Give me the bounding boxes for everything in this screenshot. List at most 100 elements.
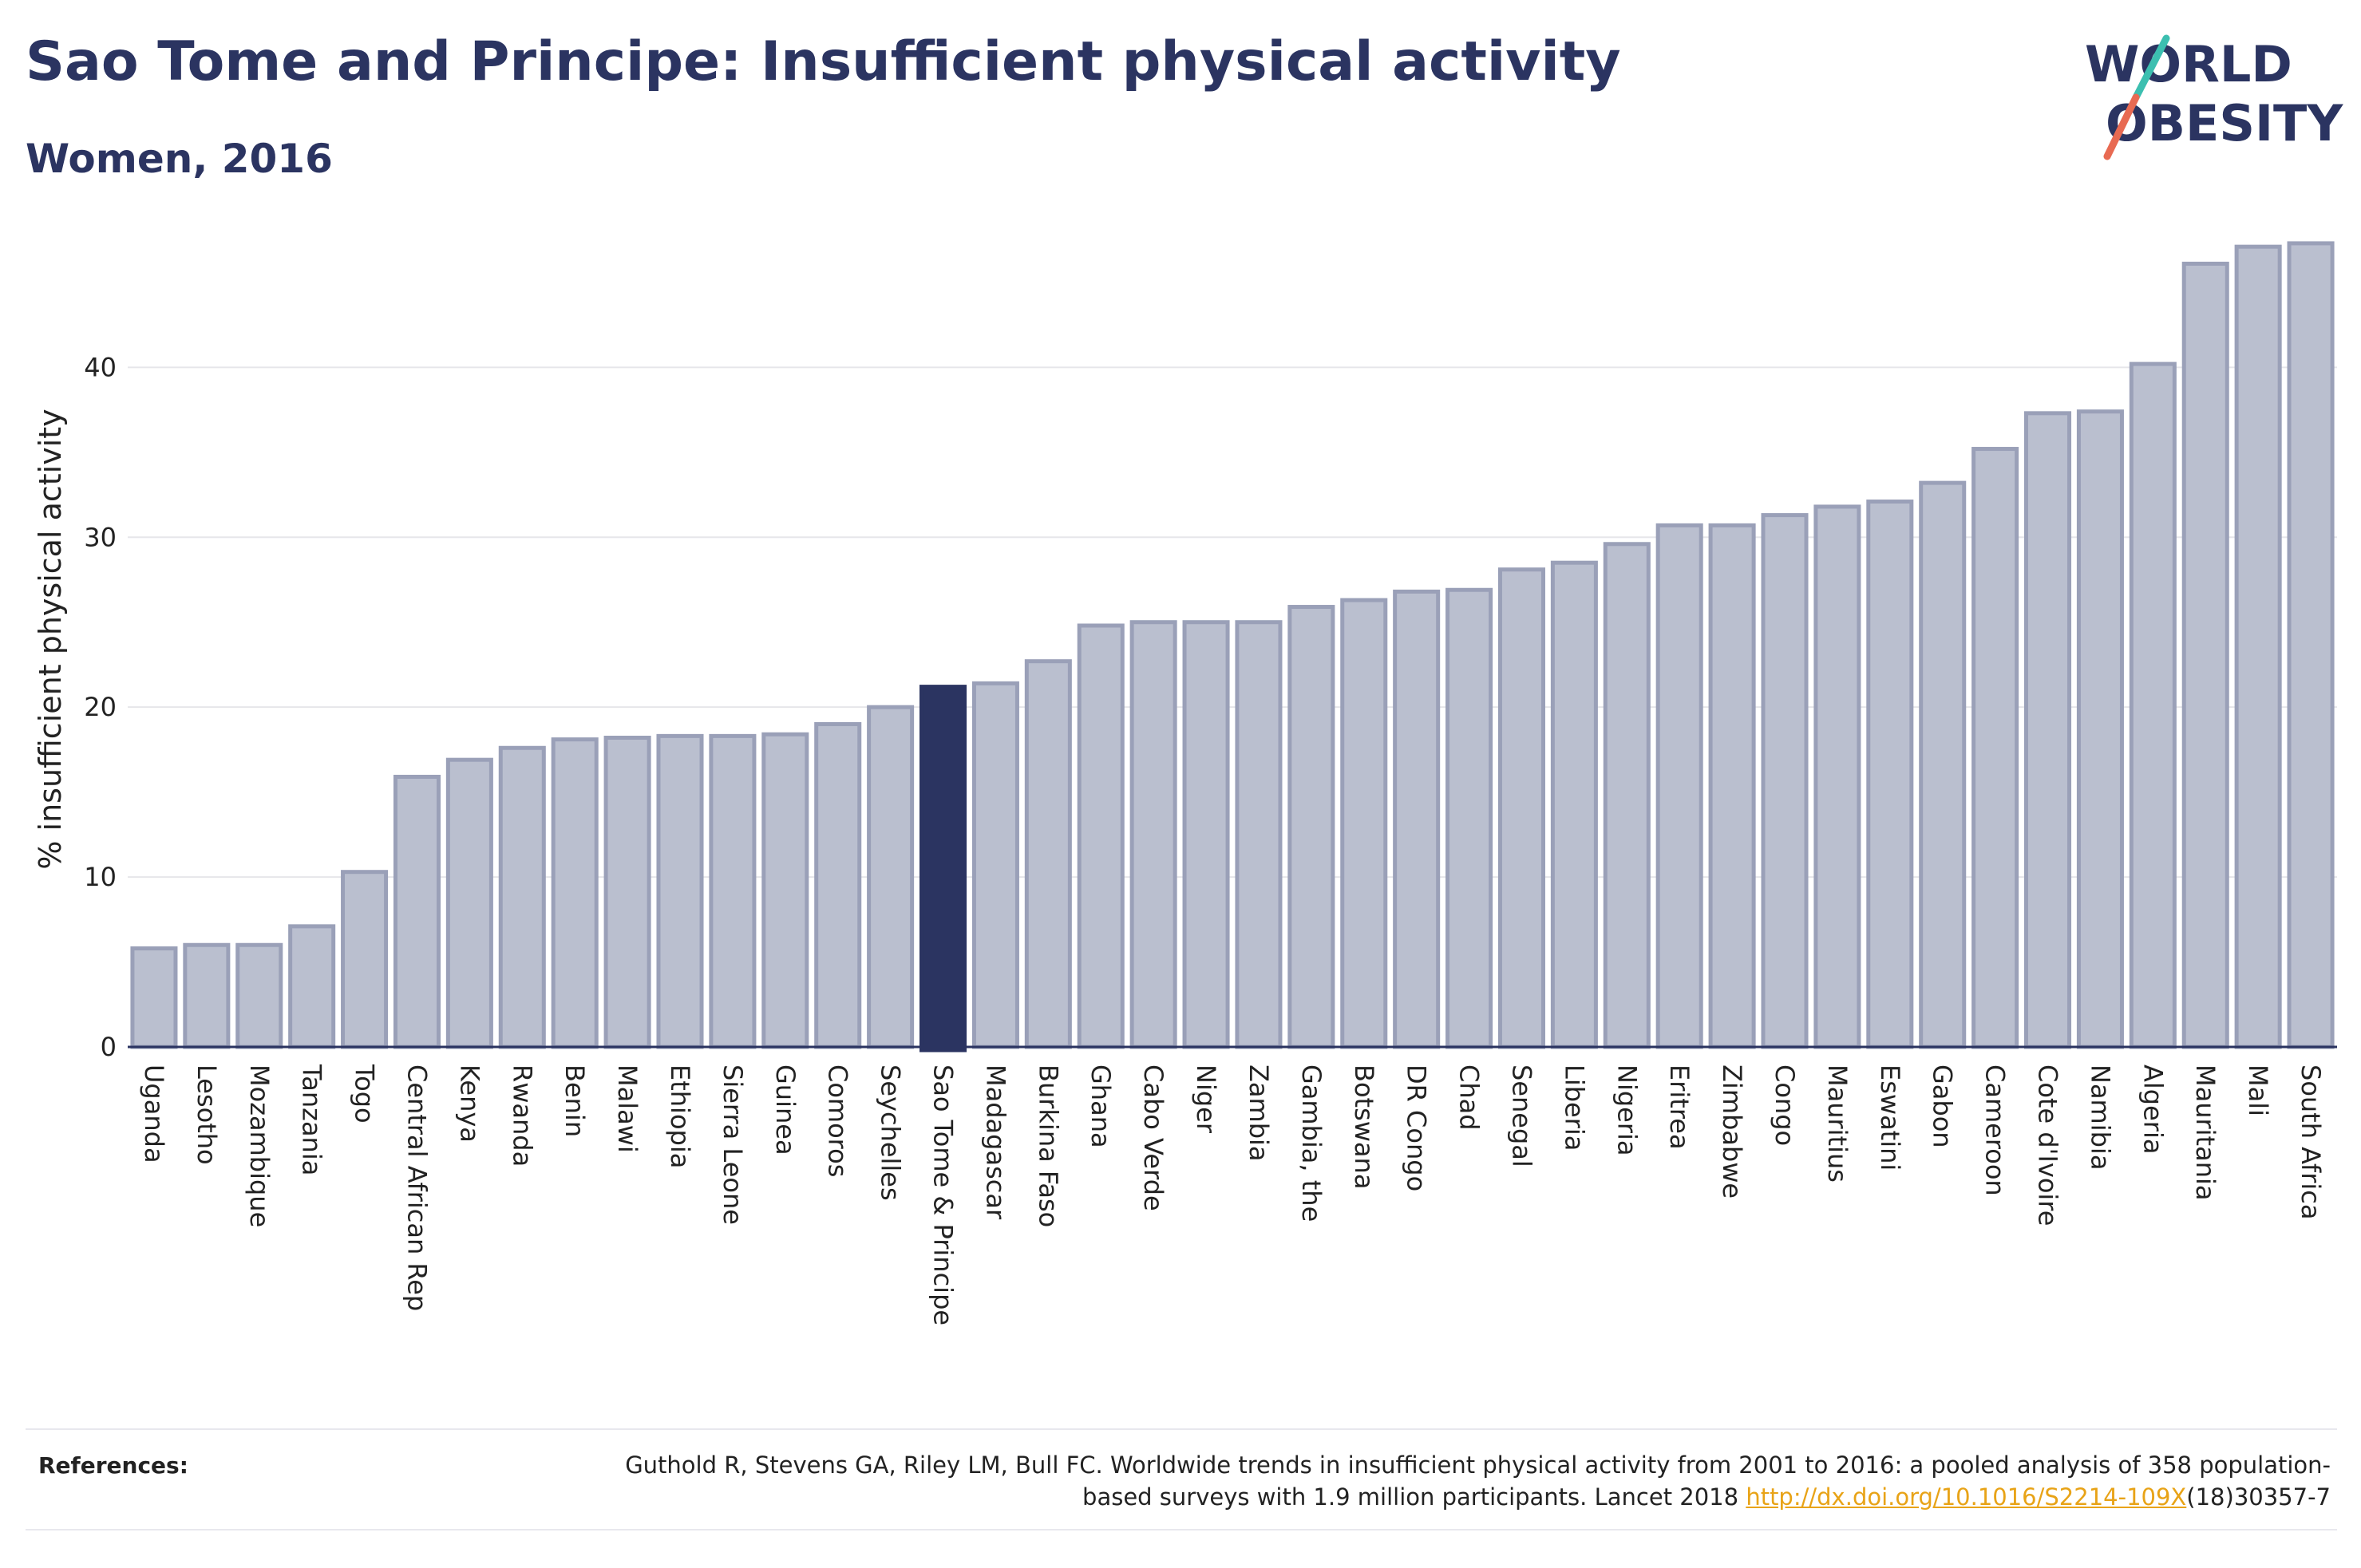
bar: Mozambique: 6 [235, 942, 283, 1049]
bar: Ethiopia: 18.3 [656, 733, 704, 1049]
x-tick-label: Eswatini [1875, 1064, 1905, 1171]
y-tick-label: 10 [84, 862, 117, 892]
bar: Zimbabwe: 30.7 [1708, 523, 1756, 1049]
y-tick-label: 0 [101, 1032, 117, 1062]
x-tick-label: Madagascar [980, 1064, 1010, 1220]
x-tick-label: Niger [1191, 1064, 1221, 1134]
x-tick-label: Seychelles [876, 1064, 906, 1201]
x-tick-label: Senegal [1506, 1064, 1536, 1167]
reference-citation: Guthold R, Stevens GA, Riley LM, Bull FC… [625, 1451, 2331, 1511]
x-tick-label: Rwanda [507, 1064, 537, 1167]
bar: Lesotho: 6 [183, 942, 231, 1049]
x-tick-label: Eritrea [1664, 1064, 1695, 1150]
x-tick-label: Tanzania [297, 1064, 327, 1175]
x-tick-label: Gabon [1928, 1064, 1958, 1148]
bar: Cote d'Ivoire: 37.3 [2024, 411, 2072, 1049]
world-obesity-logo: WORLD OBESITY [2085, 34, 2343, 160]
x-tick-label: Mauritius [1822, 1064, 1853, 1183]
x-tick-label: Sao Tome & Principe [928, 1064, 959, 1325]
x-tick-label: Mali [2243, 1064, 2273, 1116]
x-tick-label: Zimbabwe [1717, 1064, 1747, 1199]
logo-line-1: WORLD [2085, 35, 2292, 93]
bar: Eritrea: 30.7 [1655, 523, 1703, 1049]
bar: Mauritania: 46.1 [2181, 261, 2229, 1049]
x-tick-label: South Africa [2296, 1064, 2326, 1219]
logo-stroke-coral [2103, 93, 2140, 160]
bar: Central African Rep: 15.9 [393, 774, 441, 1049]
bar: South Africa: 47.3 [2287, 241, 2335, 1049]
x-tick-label: Congo [1770, 1064, 1800, 1146]
labels: 0 10 20 30 40 Uganda Lesotho Mozambique Tanzania… [33, 352, 2326, 1325]
x-tick-label: Uganda [139, 1064, 169, 1163]
x-tick-label: Cabo Verde [1138, 1064, 1169, 1211]
bar: Nigeria: 29.6 [1603, 542, 1651, 1049]
x-tick-label: Ethiopia [665, 1064, 695, 1168]
bar-highlighted: Sao Tome & Principe: 21.2 [919, 685, 967, 1053]
bar: Algeria: 40.2 [2129, 361, 2177, 1049]
bar: Zambia: 25 [1235, 620, 1283, 1049]
y-axis-label: % insufficient physical activity [33, 409, 68, 869]
y-tick-label: 30 [84, 522, 117, 552]
bar: Kenya: 16.9 [445, 757, 493, 1049]
references-panel: References: Guthold R, Stevens GA, Riley… [26, 1428, 2337, 1530]
x-tick-label: Guinea [770, 1064, 801, 1155]
chart-subtitle: Women, 2016 [26, 136, 333, 182]
logo-stroke-teal [2132, 34, 2170, 101]
x-tick-label: Lesotho [192, 1064, 222, 1165]
bar: Ghana: 24.8 [1077, 623, 1125, 1049]
bar: Mali: 47.1 [2234, 244, 2282, 1049]
bar: DR Congo: 26.8 [1393, 589, 1441, 1049]
bar: Liberia: 28.5 [1550, 560, 1598, 1049]
bar: Gambia, the: 25.9 [1287, 605, 1335, 1049]
bar: Chad: 26.9 [1445, 587, 1493, 1049]
x-tick-label: Gambia, the [1296, 1064, 1327, 1222]
chart-title: Sao Tome and Principe: Insufficient phys… [26, 30, 1621, 93]
x-tick-label: Cote d'Ivoire [2033, 1064, 2063, 1226]
x-tick-label: DR Congo [1402, 1064, 1432, 1191]
x-tick-label: Chad [1454, 1064, 1485, 1131]
references-text: Guthold R, Stevens GA, Riley LM, Bull FC… [575, 1449, 2331, 1513]
bar: Benin: 18.1 [551, 737, 599, 1049]
bar: Guinea: 18.4 [761, 732, 809, 1049]
bar: Mauritius: 31.8 [1813, 504, 1861, 1049]
bar: Gabon: 33.2 [1919, 480, 1967, 1049]
x-tick-label: Cameroon [1980, 1064, 2011, 1196]
bar: Cameroon: 35.2 [1971, 447, 2019, 1049]
x-tick-label: Malawi [612, 1064, 643, 1153]
x-tick-label: Liberia [1559, 1064, 1589, 1151]
reference-doi-suffix: (18)30357-7 [2186, 1483, 2331, 1511]
bar: Sierra Leone: 18.3 [709, 733, 757, 1049]
x-tick-label: Central African Rep [401, 1064, 432, 1311]
x-tick-label: Nigeria [1612, 1064, 1642, 1155]
x-tick-label: Algeria [2138, 1064, 2168, 1154]
x-tick-label: Togo [350, 1064, 380, 1124]
x-tick-label: Burkina Faso [1033, 1064, 1063, 1227]
bar: Togo: 10.3 [341, 870, 389, 1049]
x-tick-label: Kenya [454, 1064, 484, 1143]
bar-chart: Uganda: 5.8Lesotho: 6Mozambique: 6 Tanzan… [33, 241, 2337, 1325]
bar: Niger: 25 [1182, 620, 1230, 1049]
logo-line-2: OBESITY [2106, 94, 2343, 152]
x-tick-label: Namibia [2085, 1064, 2115, 1170]
x-tick-label: Sierra Leone [718, 1064, 748, 1225]
bar: Cabo Verde: 25 [1129, 620, 1177, 1049]
y-tick-label: 40 [84, 352, 117, 382]
x-tick-label: Benin [560, 1064, 590, 1137]
bar: Uganda: 5.8 [130, 946, 178, 1049]
x-tick-label: Comoros [823, 1064, 853, 1177]
x-tick-label: Zambia [1244, 1064, 1274, 1162]
bar: Rwanda: 17.6 [498, 745, 546, 1049]
references-heading: References: [38, 1452, 188, 1479]
bar: Botswana: 26.3 [1340, 598, 1388, 1049]
y-tick-label: 20 [84, 692, 117, 722]
bar: Senegal: 28.1 [1497, 567, 1545, 1049]
x-tick-label: Mozambique [244, 1064, 275, 1227]
x-tick-label: Ghana [1086, 1064, 1116, 1148]
x-tick-label: Botswana [1349, 1064, 1379, 1189]
bars: Uganda: 5.8Lesotho: 6Mozambique: 6Tanzan… [130, 241, 2335, 1053]
reference-doi-link[interactable]: http://dx.doi.org/10.1016/S2214-109X [1746, 1483, 2187, 1511]
bar: Congo: 31.3 [1761, 513, 1809, 1049]
bar: Seychelles: 20 [867, 705, 915, 1049]
bar: Eswatini: 32.1 [1866, 500, 1914, 1049]
bar: Madagascar: 21.4 [971, 681, 1019, 1049]
